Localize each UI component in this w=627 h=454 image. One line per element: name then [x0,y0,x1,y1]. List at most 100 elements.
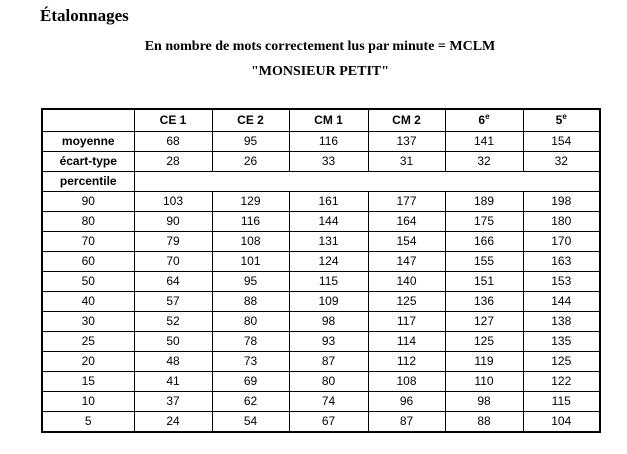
table-cell: 26 [211,151,290,172]
row-label: 60 [41,251,135,272]
table-cell: 52 [133,311,213,332]
row-label: 90 [41,191,135,212]
header-row: CE 1 CE 2 CM 1 CM 2 6e 5e [41,108,601,132]
page-title: Étalonnages [40,6,129,25]
table-cell: 119 [444,351,524,372]
table-row: 80 90 116 144 164 175 180 [41,211,601,232]
row-label: 25 [41,331,135,352]
table-cell: 74 [288,391,369,412]
table-cell: 154 [522,131,601,152]
table-cell: 138 [522,311,601,332]
table-cell: 141 [444,131,524,152]
table-row: 50 64 95 115 140 151 153 [41,271,601,292]
table-cell: 166 [444,231,524,252]
table-cell: 114 [367,331,446,352]
table-cell: 48 [133,351,213,372]
table-cell: 135 [522,331,601,352]
table-row: 70 79 108 131 154 166 170 [41,231,601,252]
table-row: 40 57 88 109 125 136 144 [41,291,601,312]
table-cell: 78 [211,331,290,352]
table-cell: 189 [444,191,524,212]
table-cell: 137 [367,131,446,152]
row-label: écart-type [41,151,135,172]
table-cell: 115 [288,271,369,292]
row-label: 15 [41,371,135,392]
table-cell: 129 [211,191,290,212]
table-row: 15 41 69 80 108 110 122 [41,371,601,392]
table-cell: 80 [211,311,290,332]
table-cell: 54 [211,411,290,433]
column-header-cm2: CM 2 [367,108,446,132]
grade-number: 6 [478,113,486,127]
table-cell: 115 [522,391,601,412]
table-row: 25 50 78 93 114 125 135 [41,331,601,352]
table-cell: 101 [211,251,290,272]
column-header-5e: 5e [522,108,601,132]
table-cell: 98 [288,311,369,332]
row-label: 20 [41,351,135,372]
table-body: moyenne 68 95 116 137 141 154 écart-type 28 26 33 3… [41,131,601,433]
table-cell: 57 [133,291,213,312]
table-cell: 122 [522,371,601,392]
table-cell: 41 [133,371,213,392]
table-row: 10 37 62 74 96 98 115 [41,391,601,412]
merged-empty-cell [133,171,601,192]
table-cell: 125 [444,331,524,352]
row-label: 30 [41,311,135,332]
table-cell: 24 [133,411,213,433]
grade-number: 5 [555,113,563,127]
table-cell: 103 [133,191,213,212]
table-cell: 125 [522,351,601,372]
table-cell: 80 [288,371,369,392]
table-cell: 87 [288,351,369,372]
table-cell: 79 [133,231,213,252]
row-label: 70 [41,231,135,252]
table-cell: 175 [444,211,524,232]
table-cell: 124 [288,251,369,272]
table-cell: 104 [522,411,601,433]
row-label: moyenne [41,131,135,152]
table-cell: 98 [444,391,524,412]
table-cell: 170 [522,231,601,252]
table-cell: 87 [367,411,446,433]
table-cell: 88 [211,291,290,312]
row-label: 5 [41,411,135,433]
table-cell: 88 [444,411,524,433]
table-cell: 164 [367,211,446,232]
table-cell: 180 [522,211,601,232]
table-row: 5 24 54 67 87 88 104 [41,411,601,433]
subtitle-mclm: En nombre de mots correctement lus par m… [144,39,496,54]
row-label: 10 [41,391,135,412]
table-cell: 144 [288,211,369,232]
table-cell: 32 [444,151,524,172]
table-cell: 161 [288,191,369,212]
table-cell: 67 [288,411,369,433]
column-header-ce1: CE 1 [133,108,213,132]
table-cell: 155 [444,251,524,272]
row-label: 80 [41,211,135,232]
table-cell: 64 [133,271,213,292]
table-cell: 116 [211,211,290,232]
table-cell: 117 [367,311,446,332]
column-header-6e: 6e [444,108,524,132]
table-row: moyenne 68 95 116 137 141 154 [41,131,601,152]
table-cell: 69 [211,371,290,392]
table-cell: 28 [133,151,213,172]
table-cell: 95 [211,131,290,152]
table-cell: 144 [522,291,601,312]
row-label: 40 [41,291,135,312]
table-cell: 131 [288,231,369,252]
table-cell: 112 [367,351,446,372]
table-cell: 95 [211,271,290,292]
table-cell: 116 [288,131,369,152]
table-row: écart-type 28 26 33 31 32 32 [41,151,601,172]
table-cell: 136 [444,291,524,312]
table-row: 90 103 129 161 177 189 198 [41,191,601,212]
table-cell: 37 [133,391,213,412]
table-row: 60 70 101 124 147 155 163 [41,251,601,272]
subtitle-monsieur-petit: "MONSIEUR PETIT" [250,64,390,79]
table-cell: 62 [211,391,290,412]
row-label: 50 [41,271,135,292]
table-cell: 108 [211,231,290,252]
